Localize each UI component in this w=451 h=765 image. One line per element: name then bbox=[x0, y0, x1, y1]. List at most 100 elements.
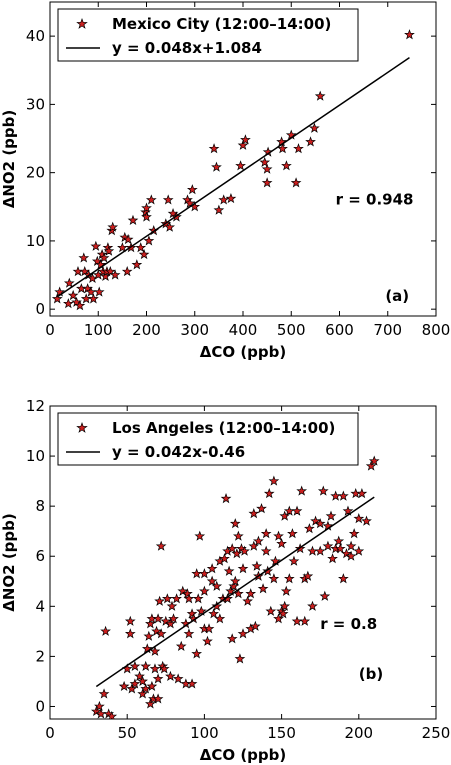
data-point-b bbox=[202, 635, 213, 646]
data-point-a bbox=[225, 192, 237, 204]
data-point-a bbox=[235, 160, 246, 171]
data-point-a bbox=[211, 161, 222, 172]
data-point-b bbox=[106, 710, 118, 719]
data-point-a bbox=[90, 240, 102, 251]
data-point-b bbox=[165, 670, 176, 681]
data-point-b bbox=[330, 490, 341, 501]
plot-area-a bbox=[51, 29, 415, 311]
data-point-b bbox=[256, 503, 267, 514]
data-point-a bbox=[281, 160, 292, 171]
data-point-a bbox=[145, 194, 157, 205]
data-point-b bbox=[287, 528, 298, 539]
legend-frame-b bbox=[57, 412, 359, 466]
data-point-b bbox=[168, 613, 179, 624]
data-point-b bbox=[191, 648, 203, 659]
panel-a-mexico-city: 0 100 200 300 400 500 600 700 800 0 10 20 30 40 ΔCO (p… bbox=[0, 1, 450, 361]
data-point-b bbox=[206, 575, 218, 586]
data-point-b bbox=[368, 455, 380, 466]
data-point-b bbox=[155, 628, 167, 639]
data-point-b bbox=[248, 508, 260, 519]
data-point-b bbox=[152, 673, 164, 684]
data-point-b bbox=[183, 628, 195, 639]
data-point-b bbox=[234, 653, 246, 664]
data-point-b bbox=[353, 545, 365, 556]
data-point-b bbox=[325, 510, 337, 521]
data-point-b bbox=[338, 573, 349, 584]
data-point-b bbox=[214, 613, 226, 624]
data-point-b bbox=[314, 545, 326, 556]
data-point-b bbox=[225, 585, 236, 596]
data-point-b bbox=[129, 678, 141, 689]
data-point-b bbox=[251, 560, 263, 571]
y-tick-label-b: 4 bbox=[35, 597, 45, 615]
data-point-a bbox=[293, 143, 304, 154]
data-point-a bbox=[122, 233, 134, 245]
data-point-b bbox=[183, 593, 195, 604]
data-point-b bbox=[129, 660, 141, 671]
data-point-a bbox=[277, 143, 288, 154]
data-point-a bbox=[218, 194, 230, 205]
data-point-a bbox=[74, 300, 86, 311]
data-point-b bbox=[151, 625, 162, 636]
x-tick-label-b: 0 bbox=[45, 724, 55, 742]
correlation-annotation-a: r = 0.948 bbox=[336, 191, 414, 209]
x-tick-label-b: 100 bbox=[190, 724, 219, 742]
data-point-b bbox=[182, 588, 193, 599]
data-point-b bbox=[154, 595, 165, 606]
data-point-b bbox=[356, 488, 368, 499]
data-point-b bbox=[98, 688, 110, 699]
data-point-a bbox=[141, 202, 152, 213]
data-point-a bbox=[62, 298, 74, 309]
data-point-a bbox=[63, 277, 75, 288]
data-point-b bbox=[334, 543, 346, 554]
fit-line-b bbox=[95, 496, 375, 688]
y-tick-label-b: 8 bbox=[35, 497, 45, 515]
data-point-b bbox=[288, 555, 300, 566]
data-point-b bbox=[100, 625, 111, 636]
data-point-b bbox=[145, 618, 156, 629]
data-point-b bbox=[333, 535, 345, 546]
data-point-a bbox=[208, 143, 220, 154]
data-point-a bbox=[240, 134, 251, 145]
x-tick-label-a: 300 bbox=[180, 321, 209, 339]
data-point-b bbox=[194, 530, 206, 541]
data-point-b bbox=[211, 580, 223, 591]
data-point-a bbox=[103, 245, 115, 256]
data-point-b bbox=[307, 545, 318, 556]
data-point-b bbox=[361, 515, 372, 526]
data-point-b bbox=[145, 698, 156, 709]
data-point-b bbox=[222, 593, 233, 604]
correlation-annotation-b: r = 0.8 bbox=[320, 615, 377, 633]
data-point-b bbox=[229, 518, 241, 529]
data-point-b bbox=[141, 643, 153, 654]
data-point-b bbox=[226, 633, 238, 644]
data-point-a bbox=[98, 252, 110, 263]
data-point-b bbox=[342, 505, 354, 516]
data-point-a bbox=[107, 221, 119, 232]
panel-label-b: (b) bbox=[359, 665, 383, 683]
legend-frame-a bbox=[57, 8, 359, 62]
data-point-b bbox=[283, 505, 295, 516]
data-point-b bbox=[248, 540, 260, 551]
data-point-b bbox=[191, 568, 203, 579]
x-tick-label-a: 500 bbox=[277, 321, 306, 339]
y-tick-label-b: 2 bbox=[35, 647, 45, 665]
data-point-a bbox=[109, 269, 121, 280]
legend-b: Los Angeles (12:00–14:00) y = 0.042x-0.46 bbox=[57, 412, 359, 466]
data-point-a bbox=[314, 90, 326, 101]
data-point-a bbox=[237, 139, 249, 150]
data-point-b bbox=[345, 550, 357, 561]
data-point-b bbox=[94, 700, 105, 712]
data-point-b bbox=[257, 583, 269, 594]
data-point-b bbox=[268, 573, 280, 584]
legend-marker-star-b bbox=[76, 421, 88, 433]
data-point-b bbox=[283, 573, 295, 584]
legend-a: Mexico City (12:00–14:00) y = 0.048x+1.08… bbox=[57, 8, 359, 62]
data-point-b bbox=[237, 563, 249, 574]
legend-label-fit-a: y = 0.048x+1.084 bbox=[112, 39, 262, 57]
y-tick-label-b: 12 bbox=[26, 397, 45, 415]
data-point-b bbox=[219, 553, 230, 564]
data-point-b bbox=[319, 590, 331, 601]
data-point-b bbox=[310, 515, 321, 526]
